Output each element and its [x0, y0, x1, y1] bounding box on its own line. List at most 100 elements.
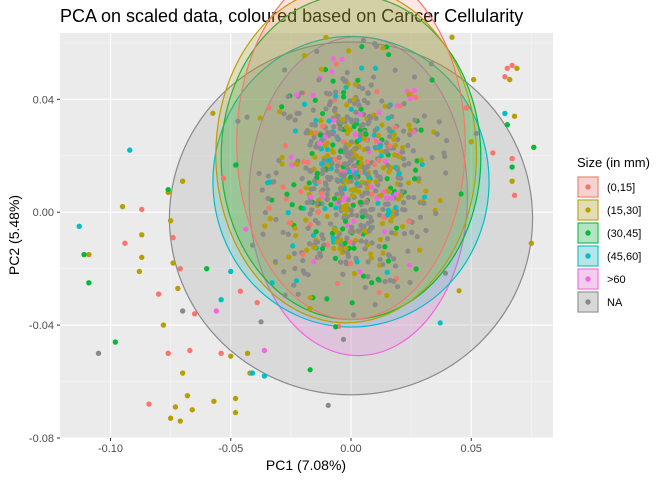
data-point — [509, 164, 515, 170]
data-point — [463, 105, 470, 111]
data-point — [317, 140, 323, 146]
x-tick-label: 0.00 — [340, 443, 361, 455]
data-point — [386, 103, 392, 110]
data-point — [368, 255, 374, 261]
data-point — [329, 69, 335, 75]
data-point — [319, 110, 326, 117]
data-point — [303, 217, 309, 223]
data-point — [334, 191, 340, 197]
data-point — [414, 158, 420, 164]
data-point — [320, 166, 326, 172]
data-point — [344, 102, 350, 108]
data-point — [423, 227, 429, 233]
data-point — [325, 130, 331, 136]
data-point — [361, 111, 367, 118]
data-point — [511, 192, 518, 198]
data-point — [349, 192, 355, 199]
data-point — [528, 240, 535, 246]
data-point — [314, 170, 321, 176]
data-point — [292, 265, 298, 272]
data-point — [357, 111, 363, 118]
data-point — [308, 194, 314, 200]
data-point — [318, 118, 324, 124]
confidence-ellipses — [168, 0, 534, 396]
data-point — [293, 233, 299, 239]
y-axis-ticks: -0.08 -0.04 0.00 0.04 — [29, 94, 60, 445]
data-point — [380, 214, 386, 220]
data-point — [395, 196, 402, 202]
data-point — [387, 277, 393, 283]
data-point — [369, 184, 375, 190]
data-point — [323, 34, 329, 40]
legend-key-point — [585, 299, 591, 305]
data-point — [262, 223, 268, 229]
data-point — [380, 165, 387, 171]
data-point — [324, 146, 330, 153]
data-point — [310, 92, 316, 98]
data-point — [284, 191, 290, 197]
legend-title: Size (in mm) — [577, 155, 650, 170]
data-point — [369, 280, 375, 286]
data-point — [400, 200, 407, 206]
data-point — [328, 202, 334, 208]
data-point — [352, 131, 359, 138]
data-point — [350, 202, 356, 208]
data-point — [380, 206, 386, 213]
data-point — [377, 236, 383, 243]
data-point — [333, 212, 339, 218]
data-point — [341, 195, 348, 201]
data-point — [372, 169, 379, 175]
data-point — [330, 117, 337, 124]
data-point — [350, 312, 357, 318]
data-point — [384, 176, 390, 182]
data-point — [305, 159, 311, 165]
data-point — [386, 51, 392, 58]
data-point — [362, 246, 368, 252]
data-point — [346, 142, 352, 148]
data-point — [380, 45, 386, 51]
data-point — [372, 161, 378, 168]
data-point — [332, 105, 338, 111]
data-point — [531, 144, 537, 151]
data-point — [294, 161, 300, 167]
data-point — [261, 373, 268, 379]
data-point — [291, 282, 297, 288]
data-point — [203, 265, 210, 272]
data-point — [387, 143, 393, 149]
data-point — [81, 251, 87, 258]
data-point — [359, 214, 366, 220]
data-point — [411, 74, 418, 80]
data-point — [366, 113, 373, 119]
data-point — [379, 122, 385, 128]
legend-label: (30,45] — [607, 228, 641, 240]
data-point — [412, 117, 418, 123]
data-point — [301, 101, 308, 107]
data-point — [330, 235, 336, 241]
data-point — [325, 402, 331, 408]
data-point — [370, 206, 376, 212]
data-point — [383, 195, 389, 201]
data-point — [361, 97, 367, 103]
data-point — [237, 288, 244, 294]
data-point — [364, 171, 370, 177]
data-point — [417, 214, 423, 220]
data-point — [333, 324, 339, 330]
data-point — [344, 114, 350, 120]
data-point — [298, 189, 304, 195]
data-point — [139, 254, 145, 261]
data-point — [406, 91, 412, 97]
data-point — [307, 367, 313, 373]
data-point — [333, 205, 339, 211]
data-point — [332, 89, 339, 95]
data-points — [76, 34, 537, 424]
data-point — [346, 169, 352, 175]
data-point — [418, 157, 424, 163]
data-point — [331, 124, 337, 130]
data-point — [396, 170, 403, 176]
data-point — [326, 176, 333, 183]
data-point — [336, 136, 342, 143]
data-point — [322, 180, 329, 186]
data-point — [421, 113, 428, 119]
data-point — [276, 157, 282, 164]
data-point — [310, 232, 317, 239]
